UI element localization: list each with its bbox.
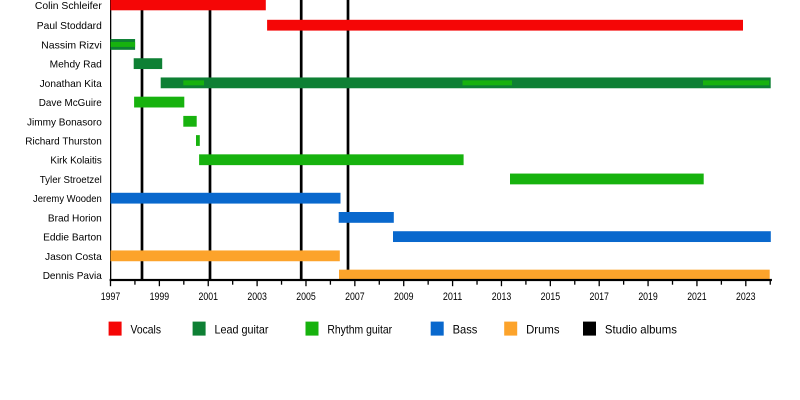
- svg-text:2021: 2021: [687, 291, 707, 303]
- svg-text:Eddie Barton: Eddie Barton: [43, 233, 102, 244]
- svg-text:Colin Schleifer: Colin Schleifer: [35, 1, 102, 12]
- svg-text:Drums: Drums: [526, 323, 559, 337]
- svg-text:Kirk Kolaitis: Kirk Kolaitis: [50, 156, 101, 167]
- svg-text:2003: 2003: [247, 291, 267, 303]
- svg-text:2001: 2001: [198, 291, 218, 303]
- svg-text:Brad Horion: Brad Horion: [48, 213, 102, 224]
- svg-text:Tyler Stroetzel: Tyler Stroetzel: [40, 175, 102, 186]
- svg-text:2011: 2011: [443, 291, 463, 303]
- svg-text:Jimmy Bonasoro: Jimmy Bonasoro: [27, 117, 102, 128]
- svg-text:1999: 1999: [150, 291, 170, 303]
- svg-text:Dennis Pavia: Dennis Pavia: [43, 271, 102, 282]
- svg-text:2023: 2023: [736, 291, 756, 303]
- svg-text:2007: 2007: [345, 291, 365, 303]
- svg-text:Studio albums: Studio albums: [605, 323, 677, 337]
- svg-text:2005: 2005: [296, 291, 316, 303]
- svg-text:2019: 2019: [638, 291, 658, 303]
- svg-text:Jason Costa: Jason Costa: [45, 252, 102, 263]
- svg-text:Jonathan Kita: Jonathan Kita: [40, 79, 102, 90]
- svg-text:Mehdy Rad: Mehdy Rad: [50, 60, 102, 71]
- svg-text:Vocals: Vocals: [131, 323, 162, 337]
- svg-text:2015: 2015: [541, 291, 561, 303]
- svg-text:2009: 2009: [394, 291, 414, 303]
- svg-text:Richard Thurston: Richard Thurston: [25, 137, 102, 148]
- svg-text:Bass: Bass: [453, 323, 478, 337]
- svg-text:Dave McGuire: Dave McGuire: [39, 98, 102, 109]
- svg-text:Jeremy Wooden: Jeremy Wooden: [33, 194, 102, 205]
- svg-text:2013: 2013: [492, 291, 512, 303]
- svg-text:2017: 2017: [589, 291, 609, 303]
- svg-text:Rhythm guitar: Rhythm guitar: [327, 323, 392, 337]
- svg-text:Paul Stoddard: Paul Stoddard: [37, 21, 102, 32]
- svg-text:Nassim Rizvi: Nassim Rizvi: [41, 40, 102, 51]
- svg-text:Lead guitar: Lead guitar: [215, 323, 269, 337]
- svg-text:1997: 1997: [101, 291, 121, 303]
